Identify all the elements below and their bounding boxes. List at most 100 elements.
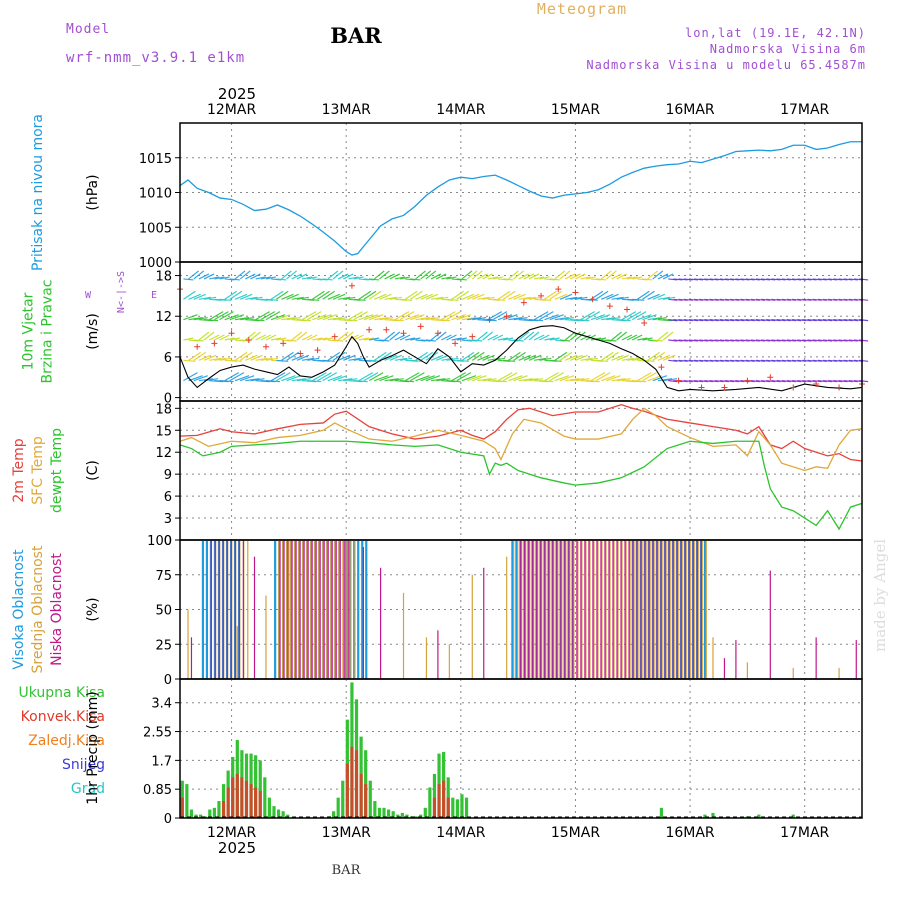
- precip-total-bar: [464, 797, 469, 818]
- series-line-temp-2: [179, 440, 863, 531]
- wind-arrow: [198, 273, 210, 280]
- wind-arrow: [301, 334, 313, 341]
- wind-arrow: [276, 337, 287, 341]
- wind-arrow: [446, 298, 459, 301]
- wind-arrow: [513, 339, 524, 342]
- gust-marker: [348, 282, 355, 289]
- wind-arrow: [482, 331, 493, 341]
- wind-arrow: [662, 331, 674, 341]
- wind-arrow: [342, 331, 354, 341]
- wind-arrow: [497, 337, 509, 341]
- station-coords: lon,lat (19.1E, 42.1N): [685, 26, 866, 40]
- wind-arrow: [224, 314, 239, 321]
- wind-arrow: [642, 337, 653, 341]
- wind-arrow: [410, 290, 423, 300]
- gust-marker: [228, 330, 235, 337]
- precip-total-bar: [336, 797, 340, 818]
- gust-marker: [836, 384, 843, 391]
- wind-arrow: [301, 357, 315, 361]
- wind-arrow: [451, 314, 466, 321]
- wind-arrow: [663, 296, 676, 300]
- gust-marker: [314, 347, 321, 354]
- wind-arrow: [513, 293, 526, 300]
- wind-speed-line: [179, 325, 863, 392]
- y-tick-label: 1.7: [151, 754, 172, 769]
- precip-total-bar: [400, 812, 404, 818]
- wind-arrow: [358, 372, 374, 382]
- gust-marker: [572, 289, 579, 296]
- wind-arrow: [363, 372, 379, 382]
- wind-arrow: [472, 317, 487, 321]
- wind-arrow: [265, 298, 279, 301]
- wind-arrow: [482, 378, 497, 382]
- wind-arrow: [358, 314, 374, 321]
- panel-label: SFC Temp: [30, 436, 46, 505]
- y-tick-label: 18: [155, 270, 172, 285]
- wind-arrow: [616, 296, 629, 300]
- wind-arrow: [332, 375, 348, 382]
- wind-arrow: [219, 311, 234, 321]
- precip-convective-bar: [240, 777, 244, 818]
- y-tick-label: 2.55: [143, 726, 172, 741]
- x-tick-label-bottom: 17MAR: [780, 825, 829, 841]
- wind-arrow: [265, 311, 281, 321]
- wind-arrow: [559, 375, 575, 382]
- y-tick-label: 100: [147, 534, 172, 549]
- wind-arrow: [384, 331, 395, 341]
- wind-arrow: [657, 378, 673, 382]
- wind-arrow: [255, 357, 268, 361]
- panel-label: Pritisak na nivou mora: [30, 114, 46, 271]
- wind-arrow: [657, 331, 669, 341]
- wind-arrow: [487, 334, 499, 341]
- wind-arrow: [198, 296, 212, 300]
- wind-arrow: [657, 273, 669, 280]
- wind-arrow: [255, 311, 270, 321]
- panel-label: Snijeg: [62, 757, 105, 773]
- wind-arrow: [554, 351, 568, 361]
- wind-arrow: [260, 311, 276, 321]
- gust-marker: [538, 292, 545, 299]
- wind-arrow: [275, 372, 291, 382]
- wind-arrow: [539, 276, 550, 280]
- wind-arrow: [198, 331, 210, 341]
- wind-arrow: [451, 290, 464, 300]
- wind-arrow: [657, 354, 671, 361]
- wind-arrow: [559, 293, 573, 300]
- precip-convective-bar: [221, 801, 226, 818]
- wind-arrow: [198, 354, 212, 361]
- wind-arrow: [456, 372, 472, 382]
- y-tick-label: 3: [164, 512, 172, 527]
- watermark: made by Angel: [871, 539, 889, 652]
- gust-marker: [606, 303, 613, 310]
- wind-arrow: [528, 319, 544, 322]
- wind-arrow: [492, 311, 508, 321]
- wind-arrow: [575, 319, 590, 322]
- wind-arrow: [497, 314, 513, 321]
- wind-arrow: [497, 290, 511, 300]
- x-tick-label-bottom: 13MAR: [322, 825, 371, 841]
- wind-arrow: [585, 276, 596, 280]
- wind-arrow: [389, 354, 402, 361]
- precip-total-bar: [414, 816, 418, 818]
- wind-arrow: [425, 317, 440, 321]
- wind-arrow: [425, 293, 439, 300]
- panel-pressure: 1000 1005 1010 1015 Pritisak na nivou mora (h…: [30, 114, 863, 271]
- gust-marker: [417, 323, 424, 330]
- wind-arrow: [234, 375, 250, 382]
- precip-convective-bar: [354, 750, 359, 818]
- wind-arrow: [291, 296, 304, 300]
- wind-arrow: [343, 273, 354, 280]
- wind-arrow: [466, 351, 480, 361]
- wind-arrow: [188, 317, 203, 321]
- gust-marker: [452, 340, 459, 347]
- wind-arrow: [580, 276, 591, 280]
- panel-unit: (hPa): [85, 174, 101, 210]
- wind-arrow: [456, 290, 470, 300]
- model-name: wrf-nmm_v3.9.1 e1km: [66, 50, 245, 66]
- y-tick-label: 25: [155, 638, 172, 653]
- wind-arrow: [596, 278, 607, 281]
- wind-arrow: [611, 354, 624, 361]
- precip-total-bar: [711, 812, 715, 818]
- panel-unit: (m/s): [85, 313, 101, 350]
- wind-arrow: [265, 380, 281, 383]
